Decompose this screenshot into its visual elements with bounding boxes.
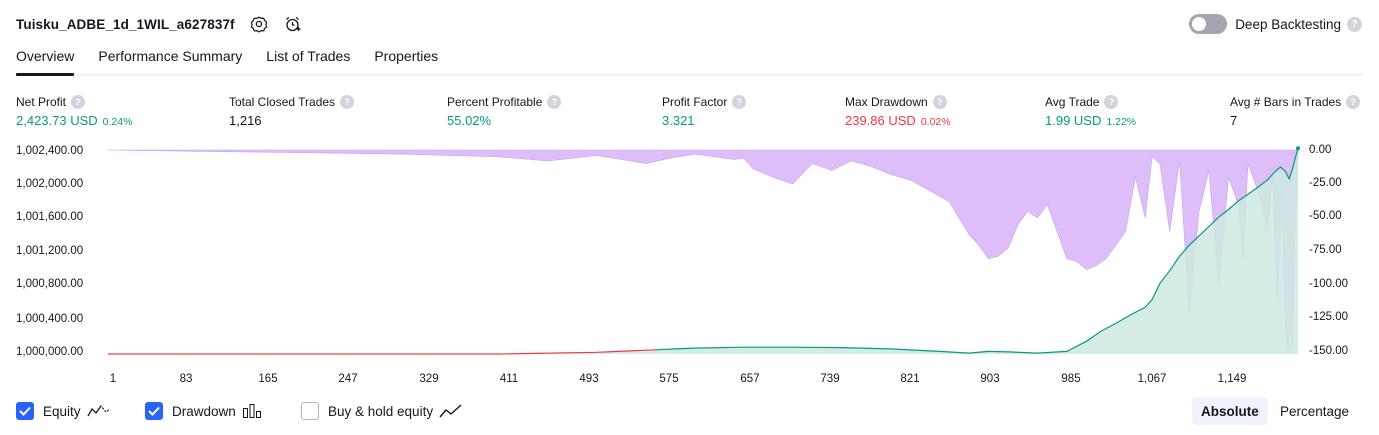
x-tick: 575 — [659, 373, 679, 385]
tab-bar: Overview Performance Summary List of Tra… — [16, 42, 462, 76]
alarm-clock-plus-icon[interactable] — [283, 14, 303, 34]
x-tick: 247 — [338, 373, 358, 385]
metric-value: 3.321 — [662, 113, 695, 128]
metric-label: Percent Profitable — [447, 95, 543, 109]
metric-percent-profitable: Percent Profitable? 55.02% — [447, 94, 562, 128]
y-left-tick: 1,001,600.00 — [16, 211, 84, 223]
gear-icon[interactable] — [249, 14, 269, 34]
x-tick: 821 — [900, 373, 920, 385]
tab-overview[interactable]: Overview — [16, 42, 75, 76]
metric-value: 55.02% — [447, 113, 492, 128]
y-right-tick: -75.00 — [1309, 244, 1342, 256]
strategy-title: Tuisku_ADBE_1d_1WIL_a627837f — [16, 16, 235, 32]
deep-backtesting-control: Deep Backtesting ? — [1189, 13, 1362, 35]
metric-label: Avg Trade — [1045, 95, 1100, 109]
legend-label: Drawdown — [172, 403, 236, 419]
y-right-tick: 0.00 — [1309, 144, 1332, 156]
tab-properties[interactable]: Properties — [374, 48, 439, 64]
equity-last-point — [1296, 146, 1300, 151]
deep-backtesting-toggle[interactable] — [1189, 14, 1228, 34]
help-icon[interactable]: ? — [1346, 95, 1361, 109]
deep-backtesting-label: Deep Backtesting — [1235, 16, 1341, 32]
metric-label: Profit Factor — [662, 95, 728, 109]
equity-line — [655, 148, 1299, 354]
y-right-tick: -125.00 — [1309, 311, 1349, 323]
metric-label: Max Drawdown — [845, 95, 928, 109]
y-left-tick: 1,001,200.00 — [16, 245, 84, 257]
x-tick: 1 — [109, 373, 117, 385]
legend-label: Buy & hold equity — [328, 403, 434, 419]
x-tick: 985 — [1061, 373, 1081, 385]
metric-value: 1.99 USD — [1045, 113, 1102, 128]
metric-total-closed-trades: Total Closed Trades? 1,216 — [229, 94, 355, 128]
percentage-button[interactable]: Percentage — [1280, 403, 1350, 419]
help-icon[interactable]: ? — [732, 95, 747, 109]
bar-chart-icon — [242, 403, 262, 419]
help-icon[interactable]: ? — [340, 95, 355, 109]
metric-profit-factor: Profit Factor? 3.321 — [662, 94, 747, 128]
metric-label: Total Closed Trades — [229, 95, 336, 109]
y-right-tick: -150.00 — [1309, 345, 1349, 357]
help-icon[interactable]: ? — [1104, 95, 1119, 109]
x-tick: 1,067 — [1137, 373, 1167, 385]
metric-label: Net Profit — [16, 95, 67, 109]
legend-drawdown[interactable]: Drawdown — [145, 401, 262, 421]
legend-equity[interactable]: Equity — [16, 401, 111, 421]
y-left-tick: 1,002,400.00 — [16, 145, 84, 157]
metric-value: 1,216 — [229, 113, 262, 128]
y-right-tick: -100.00 — [1309, 278, 1349, 290]
x-tick: 1,149 — [1217, 373, 1247, 385]
help-icon[interactable]: ? — [547, 95, 562, 109]
y-right-tick: -50.00 — [1309, 210, 1342, 222]
metric-percent: 1.22% — [1106, 116, 1137, 128]
x-tick: 903 — [980, 373, 1000, 385]
equity-checkbox[interactable] — [16, 402, 34, 420]
tabs-underline — [16, 73, 1363, 76]
drawdown-checkbox[interactable] — [145, 402, 163, 420]
help-icon[interactable]: ? — [71, 95, 86, 109]
x-tick: 329 — [419, 373, 439, 385]
equity-area — [108, 148, 1298, 354]
x-tick: 739 — [820, 373, 840, 385]
metric-avg-bars-in-trades: Avg # Bars in Trades? 7 — [1230, 94, 1361, 128]
y-left-tick: 1,002,000.00 — [16, 178, 84, 190]
x-tick: 165 — [258, 373, 278, 385]
y-left-tick: 1,000,000.00 — [16, 346, 84, 358]
metric-label: Avg # Bars in Trades — [1230, 95, 1342, 109]
metric-net-profit: Net Profit? 2,423.73 USD 0.24% — [16, 94, 132, 128]
buy-hold-checkbox[interactable] — [301, 402, 319, 420]
tab-performance-summary[interactable]: Performance Summary — [98, 48, 243, 64]
x-tick: 83 — [179, 373, 193, 385]
line-chart-icon — [87, 403, 111, 419]
help-icon[interactable]: ? — [1347, 16, 1362, 32]
metric-value: 7 — [1230, 113, 1238, 128]
legend-label: Equity — [43, 403, 81, 419]
help-icon[interactable]: ? — [932, 95, 947, 109]
metric-value: 239.86 USD — [845, 113, 916, 128]
x-tick: 411 — [499, 373, 519, 385]
metric-max-drawdown: Max Drawdown? 239.86 USD 0.02% — [845, 94, 951, 128]
drawdown-area — [107, 149, 1299, 355]
strategy-header: Tuisku_ADBE_1d_1WIL_a627837f — [16, 13, 303, 35]
absolute-button[interactable]: Absolute — [1192, 397, 1268, 425]
metric-percent: 0.02% — [920, 116, 951, 128]
legend-buy-hold-equity[interactable]: Buy & hold equity — [301, 401, 463, 421]
x-tick: 657 — [740, 373, 760, 385]
metric-avg-trade: Avg Trade? 1.99 USD 1.22% — [1045, 94, 1136, 128]
toggle-knob — [1192, 17, 1207, 31]
y-left-tick: 1,000,800.00 — [16, 278, 84, 290]
metric-percent: 0.24% — [102, 116, 133, 128]
y-right-tick: -25.00 — [1309, 177, 1342, 189]
x-tick: 493 — [579, 373, 599, 385]
y-left-tick: 1,000,400.00 — [16, 313, 84, 325]
trend-line-icon — [439, 403, 463, 419]
equity-line-negative — [108, 349, 656, 355]
metric-value: 2,423.73 USD — [16, 113, 98, 128]
tab-list-of-trades[interactable]: List of Trades — [266, 48, 351, 64]
